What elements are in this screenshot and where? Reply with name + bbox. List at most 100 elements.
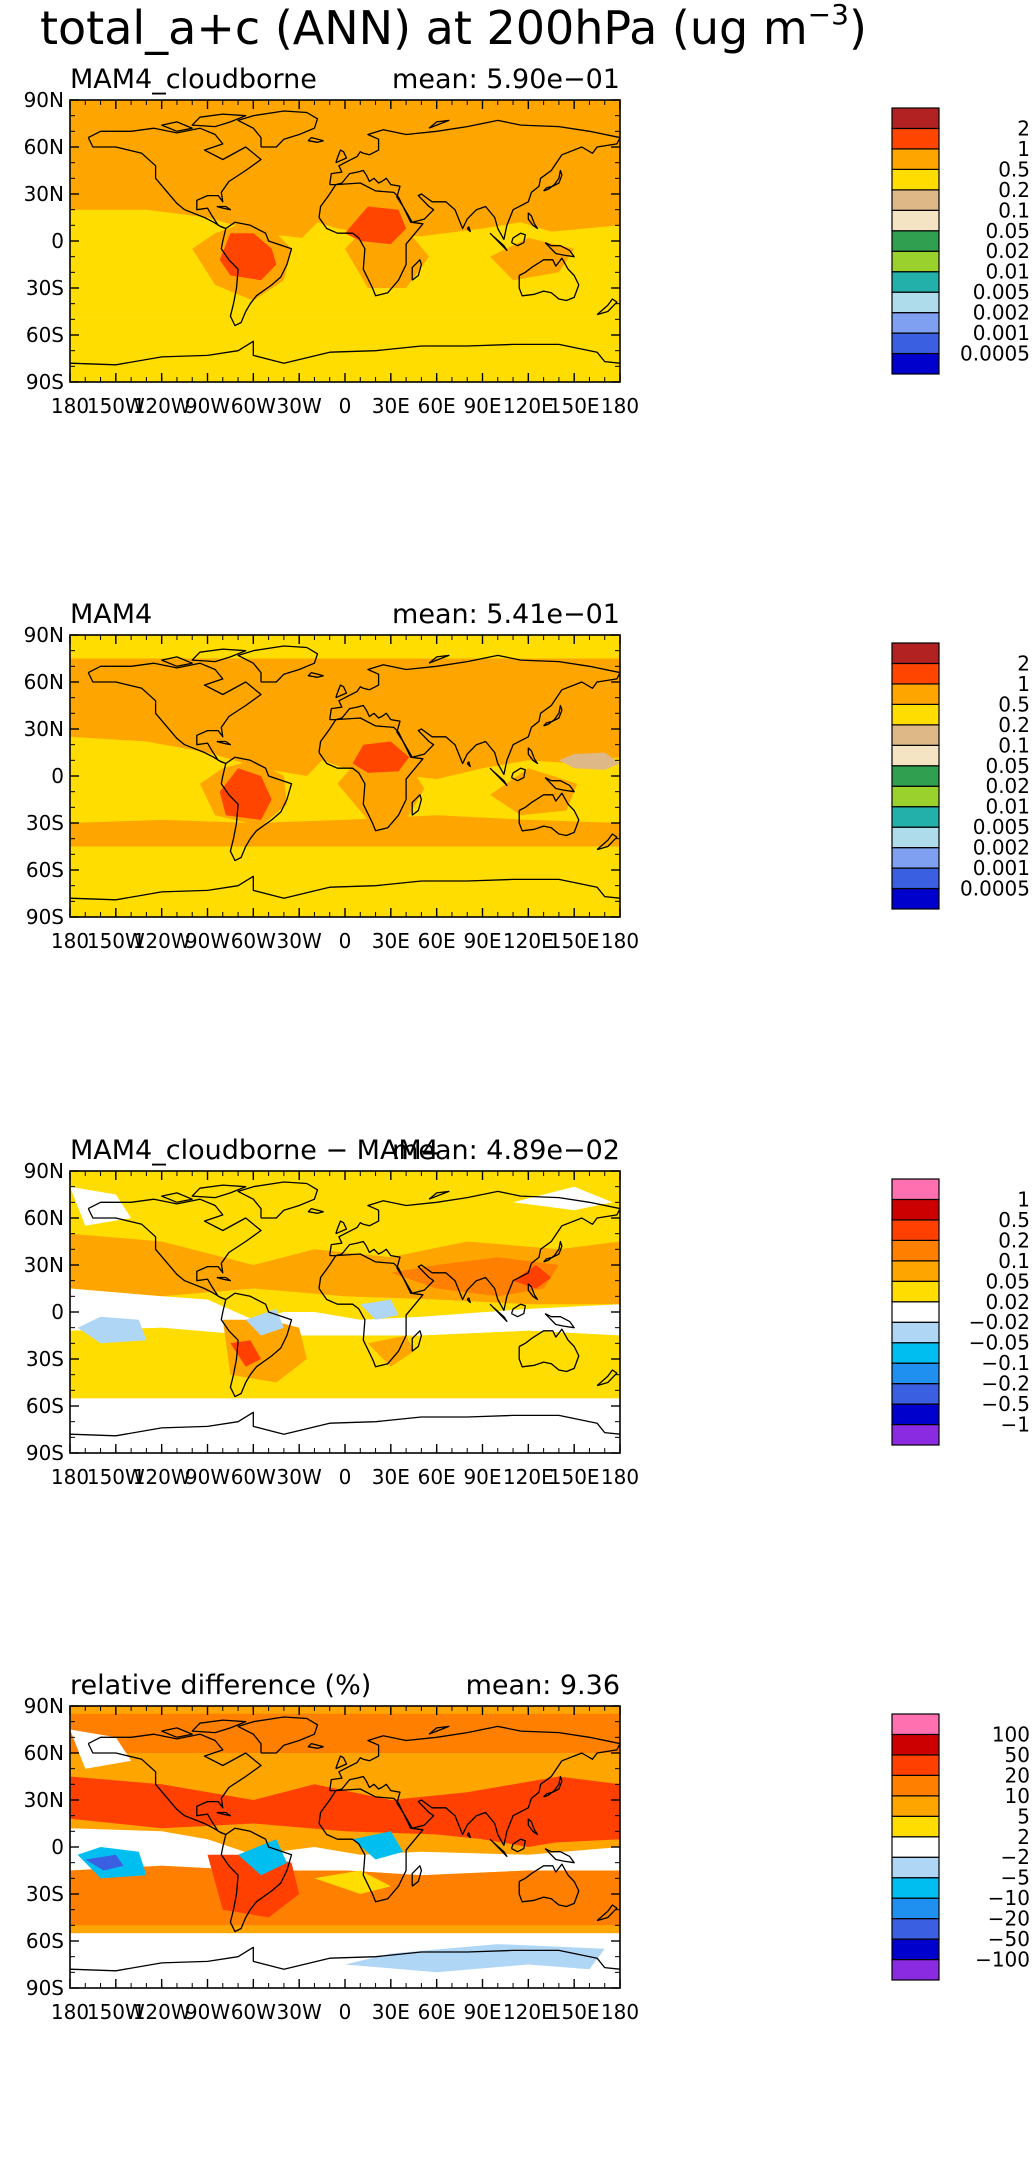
lon-tick-label: 30E bbox=[372, 929, 410, 953]
coastline bbox=[329, 1725, 620, 1847]
lat-tick-label: 30S bbox=[26, 276, 64, 300]
coastline bbox=[411, 259, 423, 281]
colorbar-label: 1 bbox=[1017, 137, 1030, 161]
coastline bbox=[318, 717, 424, 832]
lon-tick-label: 180 bbox=[51, 1465, 89, 1489]
lat-tick-label: 90N bbox=[24, 1159, 64, 1183]
colorbar-label: −100 bbox=[975, 1948, 1030, 1972]
colorbar-swatch bbox=[891, 1795, 940, 1817]
coastline bbox=[411, 794, 423, 816]
colorbar-label: 0.5 bbox=[998, 157, 1030, 181]
colorbar-label: 0.1 bbox=[998, 198, 1030, 222]
contour-region bbox=[345, 206, 407, 245]
colorbar-swatch bbox=[891, 1897, 940, 1920]
contour-region bbox=[513, 1265, 552, 1289]
lon-tick-label: 150W bbox=[87, 1465, 145, 1489]
colorbar-swatch bbox=[891, 1342, 940, 1364]
lat-tick-label: 60N bbox=[24, 1206, 64, 1230]
lon-tick-label: 60W bbox=[231, 1465, 276, 1489]
colorbar-label: 0.01 bbox=[985, 260, 1030, 284]
colorbar-swatch bbox=[891, 1733, 940, 1756]
lon-tick-label: 150W bbox=[87, 2000, 145, 2024]
coastline bbox=[329, 119, 620, 241]
coastline bbox=[87, 1733, 262, 1836]
figure-title-close: ) bbox=[849, 1, 867, 55]
colorbar-swatch bbox=[891, 1362, 940, 1385]
colorbar-swatch bbox=[891, 1815, 940, 1838]
colorbar-label: −0.05 bbox=[969, 1331, 1030, 1355]
coastlines bbox=[70, 110, 620, 366]
coastline bbox=[411, 1330, 423, 1352]
coastline bbox=[335, 684, 348, 699]
contour-region bbox=[70, 1327, 620, 1399]
lon-tick-label: 180 bbox=[601, 1465, 639, 1489]
colorbar-swatch bbox=[891, 1856, 940, 1879]
lon-tick-label: 30E bbox=[372, 394, 410, 418]
coastline bbox=[489, 232, 508, 252]
coastline bbox=[466, 1832, 471, 1839]
colorbar-swatch bbox=[891, 1423, 940, 1446]
lat-tick-label: 90S bbox=[26, 370, 64, 394]
lon-tick-label: 0 bbox=[339, 1465, 352, 1489]
coastlines bbox=[70, 1181, 620, 1437]
colorbar: 10.50.20.10.050.02−0.02−0.05−0.1−0.2−0.5… bbox=[891, 1178, 1030, 1446]
contour-region bbox=[390, 1257, 559, 1297]
contour-region bbox=[245, 1308, 284, 1336]
colorbar-label: 0.05 bbox=[985, 219, 1030, 243]
colorbar-label: 0.2 bbox=[998, 1228, 1030, 1252]
colorbar-label: −20 bbox=[988, 1907, 1030, 1931]
colorbar-label: −0.2 bbox=[981, 1372, 1030, 1396]
colorbar-label: 2 bbox=[1017, 651, 1030, 675]
coastline bbox=[596, 298, 618, 316]
panel-mean: mean: 9.36 bbox=[466, 1670, 620, 1701]
lon-tick-label: 150E bbox=[549, 2000, 600, 2024]
colorbar-label: 0.5 bbox=[998, 692, 1030, 716]
lon-tick-label: 60E bbox=[418, 1465, 456, 1489]
colorbar-label: −0.1 bbox=[981, 1351, 1030, 1375]
figure-title-exponent: −3 bbox=[808, 0, 849, 31]
panel-title: MAM4_cloudborne bbox=[70, 64, 317, 95]
lat-tick-label: 30S bbox=[26, 1882, 64, 1906]
lon-tick-label: 120E bbox=[503, 394, 554, 418]
lat-tick-label: 30S bbox=[26, 811, 64, 835]
colorbar-swatch bbox=[891, 291, 940, 314]
coastline bbox=[161, 1192, 193, 1203]
lon-tick-label: 120W bbox=[133, 929, 191, 953]
lon-tick-label: 60E bbox=[418, 2000, 456, 2024]
panel-mean: mean: 5.90e−01 bbox=[392, 64, 620, 95]
coastline bbox=[220, 1292, 293, 1398]
colorbar-label: −1 bbox=[1001, 1413, 1030, 1437]
lat-tick-label: 90S bbox=[26, 905, 64, 929]
coastline bbox=[510, 232, 526, 247]
contour-region bbox=[70, 1729, 132, 1769]
colorbar-swatch bbox=[891, 230, 940, 252]
coastline bbox=[518, 792, 580, 837]
colorbar-swatch bbox=[891, 271, 940, 293]
colorbar-swatch bbox=[891, 1239, 940, 1262]
coastline bbox=[466, 226, 471, 233]
colorbar-label: 2 bbox=[1017, 1825, 1030, 1849]
contour-region bbox=[345, 1944, 605, 1973]
coastline bbox=[237, 1181, 319, 1219]
lon-tick-label: 180 bbox=[51, 929, 89, 953]
contour-region bbox=[77, 1316, 147, 1344]
coastline bbox=[220, 1827, 293, 1933]
lat-tick-label: 60S bbox=[26, 1394, 64, 1418]
coastline bbox=[191, 648, 247, 663]
lon-tick-label: 90W bbox=[185, 929, 230, 953]
colorbar-swatch bbox=[891, 765, 940, 787]
contour-region bbox=[207, 1854, 300, 1918]
colorbar-swatch bbox=[891, 1918, 940, 1940]
coastline bbox=[428, 1725, 450, 1735]
lon-tick-label: 60W bbox=[231, 394, 276, 418]
figure-title: total_a+c (ANN) at 200hPa (ug m−3) bbox=[40, 0, 867, 55]
panel-mean: mean: 4.89e−02 bbox=[392, 1135, 620, 1166]
colorbar-swatch bbox=[891, 1280, 940, 1303]
colorbar-swatch bbox=[891, 189, 940, 211]
lon-tick-label: 60W bbox=[231, 929, 276, 953]
lon-tick-label: 90E bbox=[463, 394, 501, 418]
panel-title: MAM4_cloudborne − MAM4 bbox=[70, 1135, 439, 1166]
colorbar-label: 50 bbox=[1005, 1743, 1030, 1767]
